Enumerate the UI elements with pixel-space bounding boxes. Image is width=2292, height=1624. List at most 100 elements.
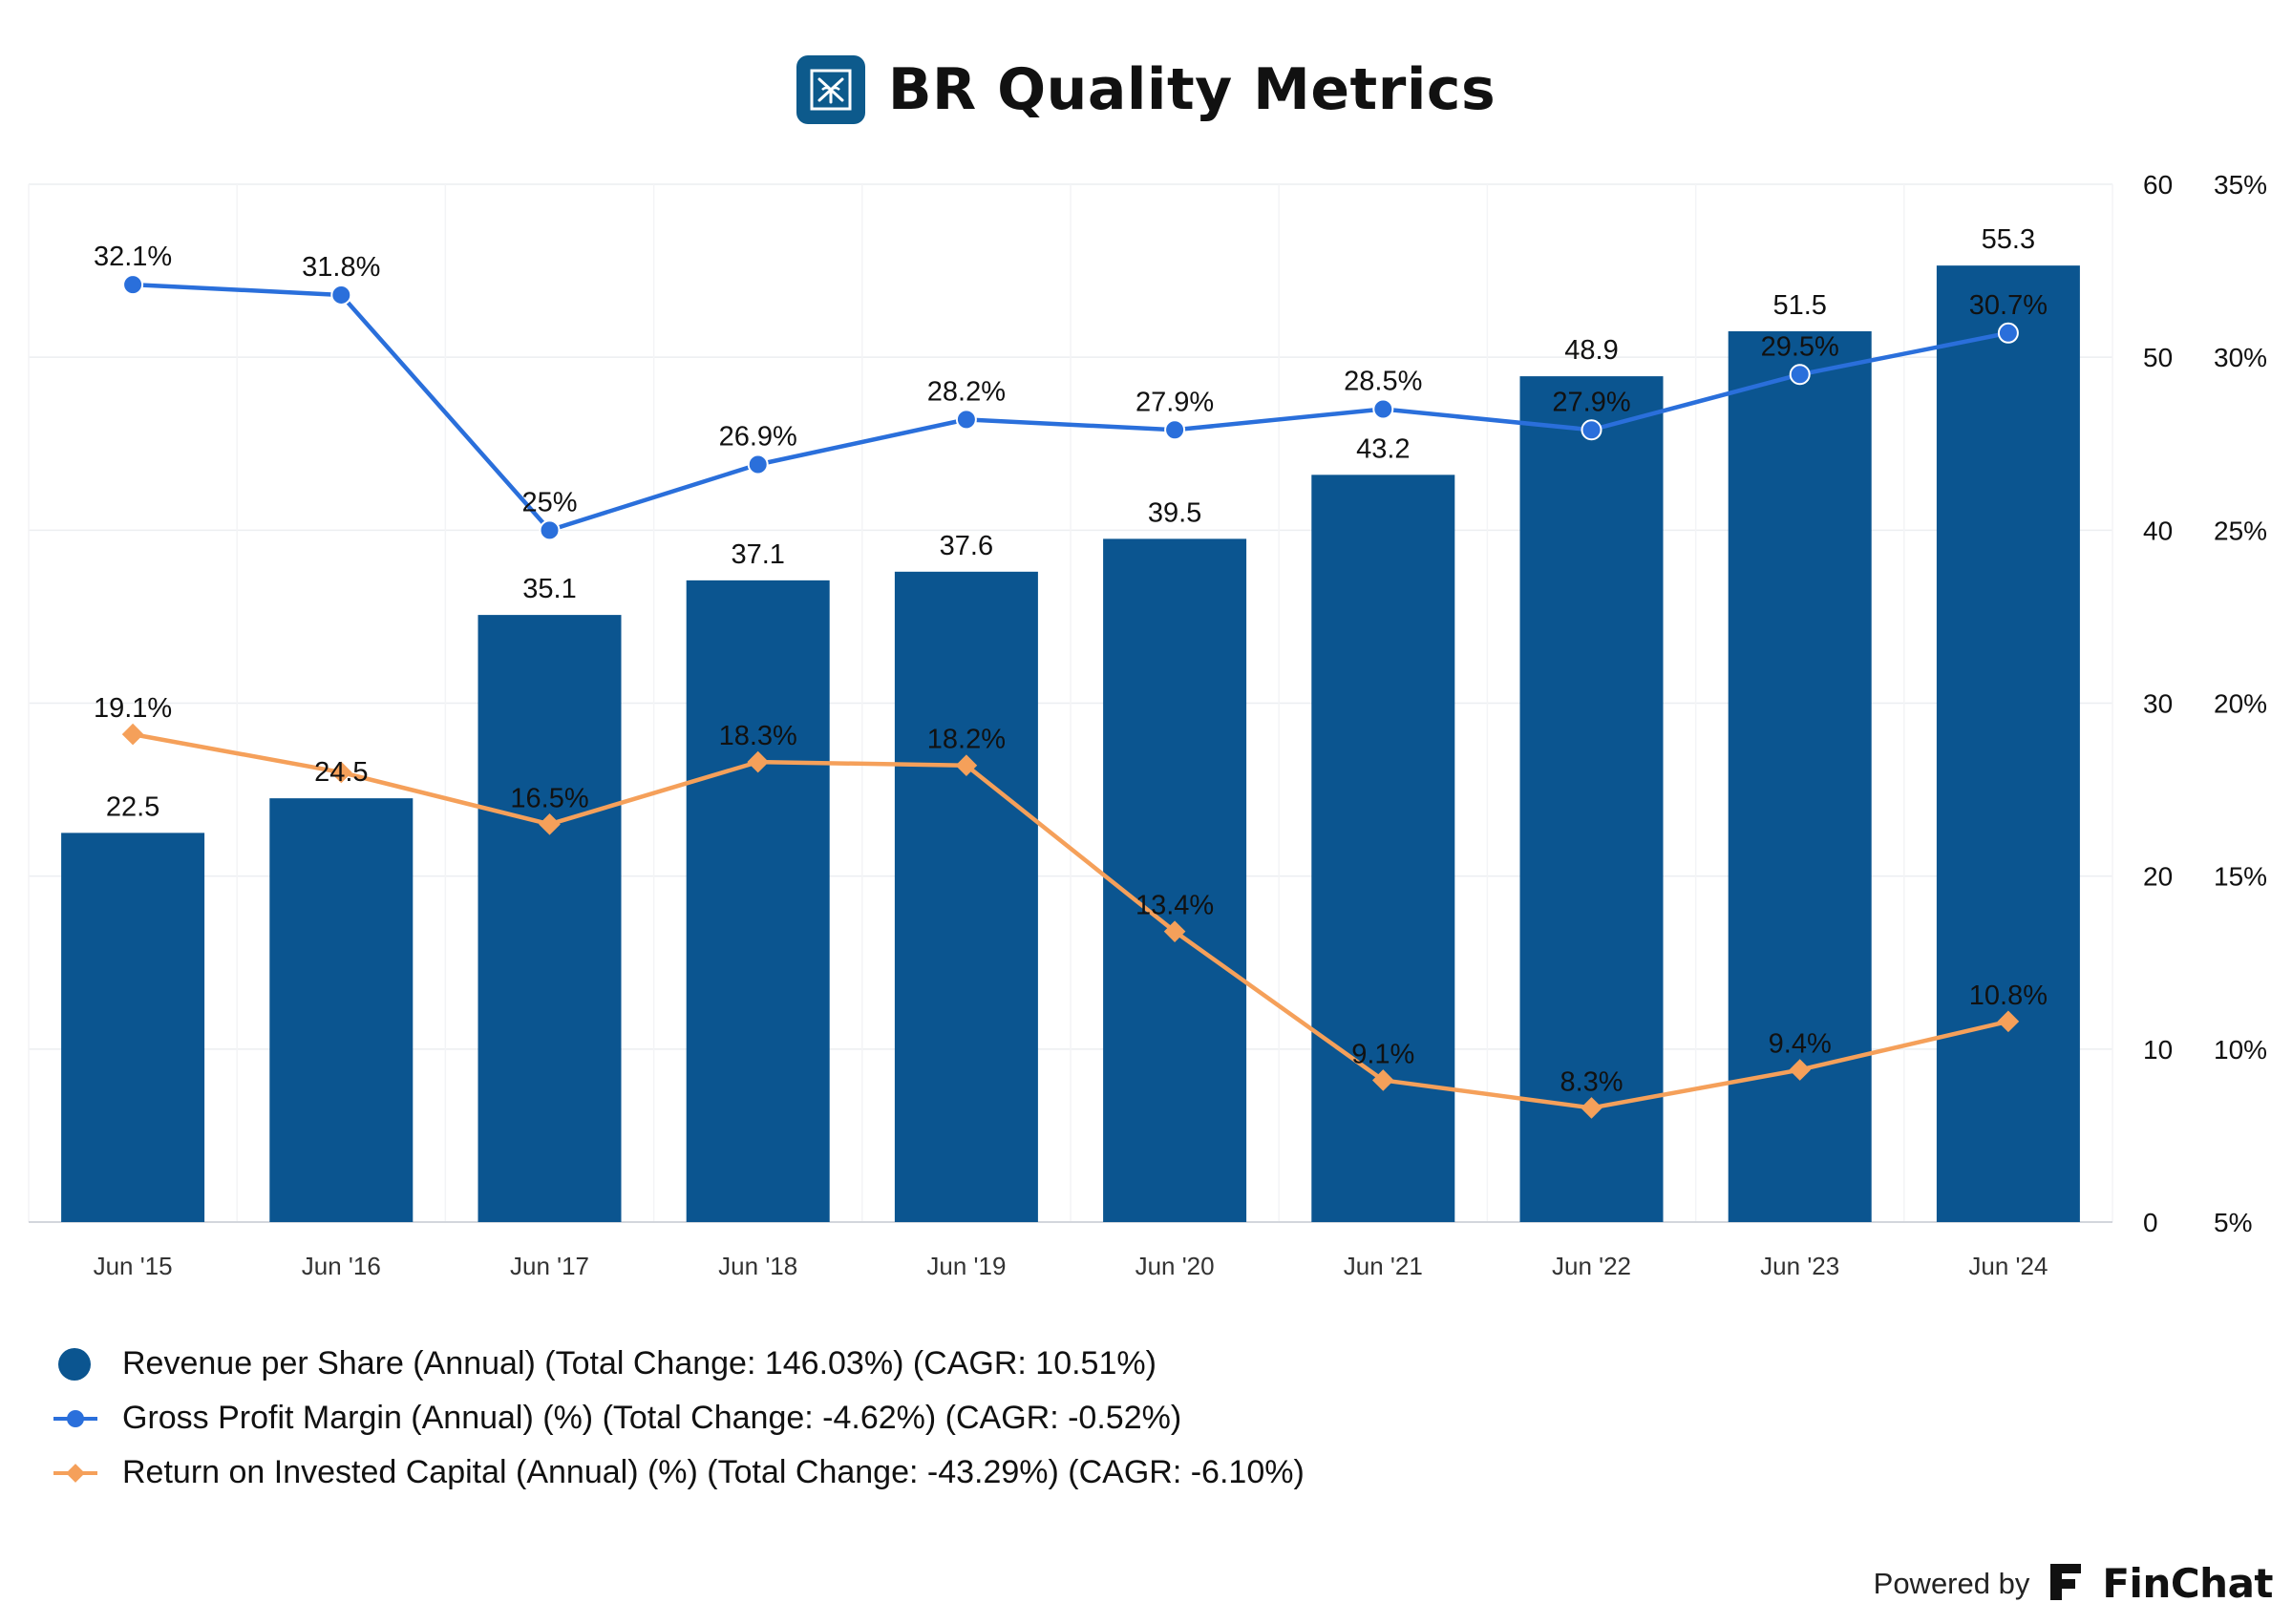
data-label-roic: 10.8%: [1969, 981, 2048, 1011]
y-left-tick-label: 0: [2143, 1208, 2158, 1237]
legend-label: Return on Invested Capital (Annual) (%) …: [122, 1454, 1305, 1490]
data-label-revenue: 35.1: [522, 574, 576, 604]
data-label-roic: 13.4%: [1135, 891, 1214, 921]
point-gross-margin: [955, 409, 977, 431]
y-right-tick-label: 30%: [2214, 343, 2267, 372]
x-tick-label: Jun '24: [1968, 1252, 2048, 1280]
point-gross-margin: [330, 284, 352, 306]
legend-swatch-line-diamond: [53, 1454, 111, 1492]
point-roic: [747, 750, 770, 773]
point-gross-margin: [1372, 398, 1394, 420]
point-gross-margin: [1581, 419, 1602, 441]
x-tick-label: Jun '19: [926, 1252, 1006, 1280]
bar-revenue: [686, 580, 830, 1222]
data-label-gross-margin: 31.8%: [302, 252, 380, 283]
data-label-roic: 19.1%: [94, 693, 172, 724]
y-right-tick-label: 35%: [2214, 170, 2267, 200]
point-gross-margin: [539, 519, 561, 541]
legend-swatch-bar: [53, 1345, 111, 1383]
point-roic: [1997, 1010, 2020, 1033]
point-roic: [329, 761, 352, 784]
bar-revenue: [61, 833, 205, 1222]
y-left-tick-label: 10: [2143, 1035, 2173, 1065]
data-label-roic: 9.4%: [1769, 1029, 1832, 1060]
data-label-gross-margin: 29.5%: [1761, 331, 1839, 362]
line-gross-margin: [132, 282, 2009, 533]
data-label-gross-margin: 32.1%: [94, 242, 172, 272]
y-left-tick-label: 20: [2143, 862, 2173, 892]
data-label-roic: 16.5%: [510, 783, 588, 813]
point-gross-margin: [747, 453, 769, 475]
y-left-tick-label: 40: [2143, 516, 2173, 545]
y-left-tick-label: 60: [2143, 170, 2173, 200]
chart-plot: 0 10 20 30 40 50 60 5% 10% 15% 20% 25% 30% 35% Jun '15…: [28, 170, 2267, 1280]
point-roic: [121, 723, 144, 746]
point-roic: [539, 813, 561, 835]
line-roic: [132, 731, 2009, 1110]
legend-item-gross-margin[interactable]: Gross Profit Margin (Annual) (%) (Total …: [53, 1391, 1305, 1445]
powered-by-text: Powered by: [1873, 1566, 2030, 1600]
y-left-tick-label: 30: [2143, 689, 2173, 719]
x-tick-label: Jun '21: [1344, 1252, 1423, 1280]
finchat-logo-icon: [2043, 1558, 2089, 1609]
x-tick-label: Jun '22: [1552, 1252, 1631, 1280]
data-label-revenue: 48.9: [1564, 335, 1618, 366]
data-label-gross-margin: 28.2%: [927, 376, 1006, 407]
data-label-gross-margin: 25%: [521, 487, 577, 517]
point-gross-margin: [1997, 322, 2019, 344]
chart-header: BR Quality Metrics: [0, 50, 2292, 130]
data-label-gross-margin: 27.9%: [1135, 387, 1214, 417]
bar-revenue: [1519, 376, 1664, 1223]
bar-revenue: [894, 571, 1038, 1222]
y-right-tick-label: 25%: [2214, 516, 2267, 545]
point-roic: [955, 754, 978, 777]
point-roic: [1371, 1069, 1394, 1091]
bar-revenue: [1311, 475, 1455, 1222]
bar-revenue: [1728, 330, 1872, 1222]
legend-item-revenue[interactable]: Revenue per Share (Annual) (Total Change…: [53, 1337, 1305, 1391]
legend-label: Gross Profit Margin (Annual) (%) (Total …: [122, 1400, 1182, 1436]
br-logo-icon: [796, 55, 865, 124]
x-tick-label: Jun '16: [302, 1252, 381, 1280]
x-tick-label: Jun '23: [1760, 1252, 1839, 1280]
data-label-gross-margin: 27.9%: [1552, 387, 1630, 417]
point-gross-margin: [1789, 364, 1811, 386]
data-label-revenue: 55.3: [1982, 224, 2035, 255]
y-right-tick-label: 20%: [2214, 689, 2267, 719]
data-label-gross-margin: 28.5%: [1344, 367, 1422, 397]
bar-revenue: [1936, 265, 2080, 1223]
data-label-gross-margin: 30.7%: [1969, 290, 2048, 321]
x-tick-label: Jun '18: [718, 1252, 797, 1280]
x-tick-label: Jun '20: [1135, 1252, 1215, 1280]
data-label-revenue: 51.5: [1772, 290, 1826, 321]
chart-title: BR Quality Metrics: [887, 56, 1496, 123]
bar-revenue: [269, 798, 414, 1222]
data-label-roic: 9.1%: [1351, 1039, 1414, 1069]
data-label-revenue: 39.5: [1148, 497, 1201, 528]
legend-label: Revenue per Share (Annual) (Total Change…: [122, 1345, 1157, 1381]
x-tick-label: Jun '15: [94, 1252, 173, 1280]
data-label-revenue: 37.6: [940, 531, 993, 561]
data-label-revenue: 22.5: [106, 791, 159, 822]
data-label-gross-margin: 26.9%: [719, 421, 797, 452]
legend-swatch-line-circle: [53, 1400, 111, 1438]
x-tick-label: Jun '17: [510, 1252, 589, 1280]
point-gross-margin: [1164, 419, 1186, 441]
y-right-tick-label: 10%: [2214, 1035, 2267, 1065]
footer: Powered by FinChat: [1873, 1558, 2274, 1609]
y-left-tick-label: 50: [2143, 343, 2173, 372]
point-roic: [1789, 1059, 1812, 1081]
bar-revenue: [478, 615, 622, 1222]
bar-revenue: [1103, 538, 1247, 1222]
data-label-revenue: 37.1: [731, 539, 784, 570]
data-label-revenue: 43.2: [1356, 433, 1410, 464]
point-roic: [1581, 1097, 1602, 1119]
data-label-roic: 18.2%: [927, 725, 1006, 755]
point-roic: [1163, 920, 1186, 942]
data-label-roic: 8.3%: [1560, 1066, 1623, 1097]
chart-legend: Revenue per Share (Annual) (Total Change…: [53, 1337, 1305, 1500]
finchat-brand[interactable]: FinChat: [2102, 1560, 2273, 1607]
data-label-revenue: 24.5: [314, 757, 368, 788]
point-gross-margin: [122, 274, 144, 296]
legend-item-roic[interactable]: Return on Invested Capital (Annual) (%) …: [53, 1445, 1305, 1500]
